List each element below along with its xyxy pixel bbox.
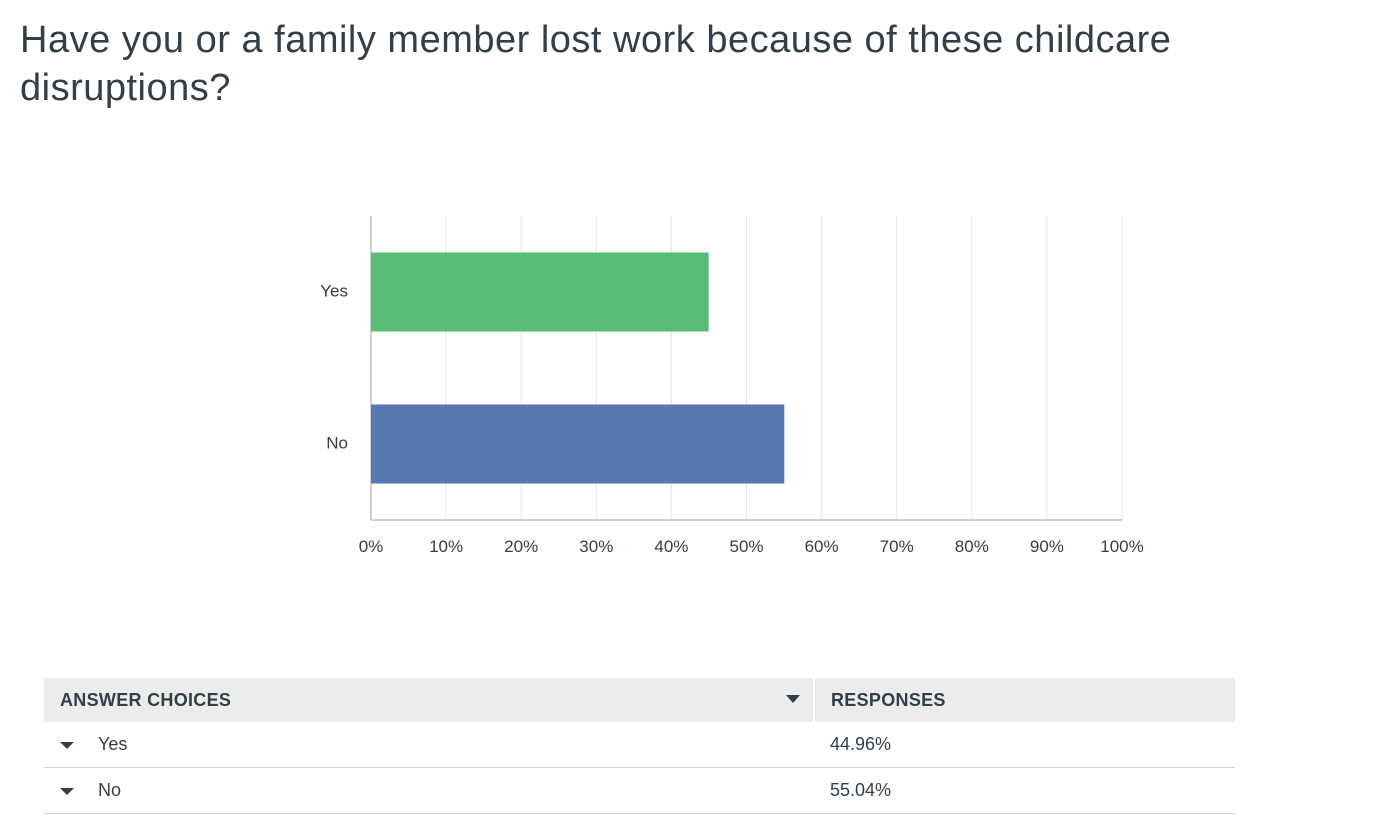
x-tick-label: 40% <box>654 537 688 556</box>
response-percent: 55.04% <box>830 780 892 800</box>
x-tick-label: 90% <box>1030 537 1064 556</box>
category-label: No <box>326 433 348 452</box>
responses-header: RESPONSES <box>813 678 1235 722</box>
x-tick-label: 70% <box>880 537 914 556</box>
category-label: Yes <box>320 281 348 300</box>
answer-choice-cell: Yes <box>44 722 814 768</box>
table-row: Yes 44.96% <box>44 722 1235 768</box>
table-header-row: ANSWER CHOICES RESPONSES <box>44 678 1235 722</box>
answer-choice-label: No <box>98 780 122 800</box>
sort-caret-icon[interactable] <box>786 695 800 703</box>
answer-choice-cell: No <box>44 767 814 814</box>
response-percent: 44.96% <box>830 734 892 754</box>
table-row: No 55.04% <box>44 767 1235 814</box>
bar-chart: Yes No 0% 10% 20% 30% 40% 50% 60% 70% 80% 90% 100% <box>320 216 1144 556</box>
x-tick-label: 80% <box>955 537 989 556</box>
x-tick-label: 100% <box>1100 537 1143 556</box>
responses-header-label: RESPONSES <box>831 689 946 710</box>
answer-choices-header-label: ANSWER CHOICES <box>60 689 232 710</box>
bar <box>371 404 785 484</box>
x-tick-label: 60% <box>805 537 839 556</box>
x-tick-label: 10% <box>429 537 463 556</box>
response-cell: 44.96% <box>814 722 1235 768</box>
bar <box>371 252 709 332</box>
answer-choices-header[interactable]: ANSWER CHOICES <box>44 678 814 722</box>
answer-table: ANSWER CHOICES RESPONSES Yes 44.96% No 5… <box>44 678 1235 814</box>
response-cell: 55.04% <box>814 767 1235 814</box>
question-title: Have you or a family member lost work be… <box>20 19 1172 109</box>
x-tick-label: 50% <box>729 537 763 556</box>
x-tick-label: 0% <box>359 537 384 556</box>
x-tick-label: 30% <box>579 537 613 556</box>
answer-choice-label: Yes <box>98 734 128 754</box>
x-tick-label: 20% <box>504 537 538 556</box>
expand-caret-icon[interactable] <box>60 787 74 795</box>
expand-caret-icon[interactable] <box>60 741 74 749</box>
